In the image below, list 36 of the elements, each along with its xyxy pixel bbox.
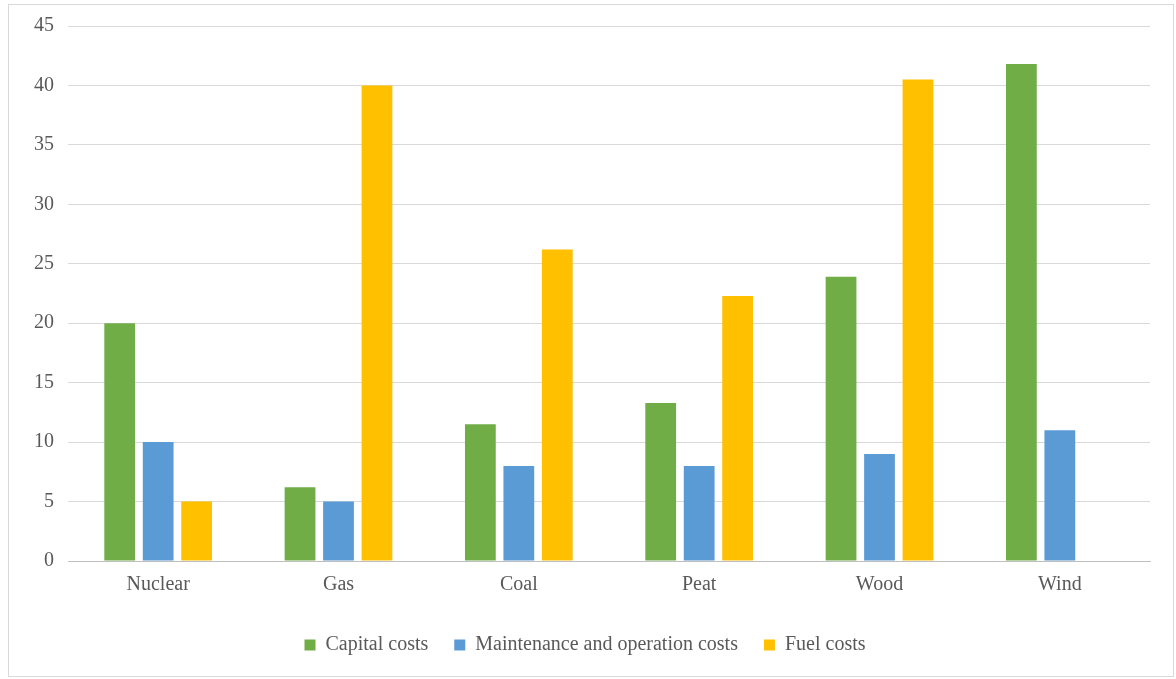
bar [541,249,573,561]
bar [645,402,677,561]
bar [1044,430,1076,561]
y-tick-label: 40 [34,72,54,95]
bar [361,85,393,561]
x-tick-label: Peat [681,572,717,595]
bar [142,442,174,561]
bar [503,465,535,561]
y-tick-label: 20 [34,310,54,333]
y-tick-label: 10 [34,429,54,452]
bar [464,424,496,561]
x-tick-label: Nuclear [126,572,191,595]
y-tick-label: 0 [44,548,54,571]
bar [683,465,715,561]
bar [1005,64,1037,561]
bar [722,295,754,561]
legend-label: Capital costs [325,632,429,656]
bar [864,454,895,561]
y-tick-label: 30 [34,191,54,214]
y-tick-label: 25 [34,251,54,274]
bar [104,323,136,561]
legend-label: Fuel costs [784,632,866,655]
x-tick-label: Wood [855,572,904,595]
x-tick-label: Coal [499,572,539,595]
legend-label: Maintenance and operation costs [475,632,739,656]
y-tick-label: 5 [44,488,54,511]
x-tick-label: Gas [322,572,355,595]
bar [825,276,857,561]
bar [902,79,934,561]
y-tick-label: 15 [34,369,54,392]
x-tick-label: Wind [1038,572,1082,595]
bar [284,487,316,561]
bar [323,501,354,561]
y-tick-label: 45 [34,13,54,36]
y-tick-label: 35 [34,132,54,155]
bar [181,501,213,561]
